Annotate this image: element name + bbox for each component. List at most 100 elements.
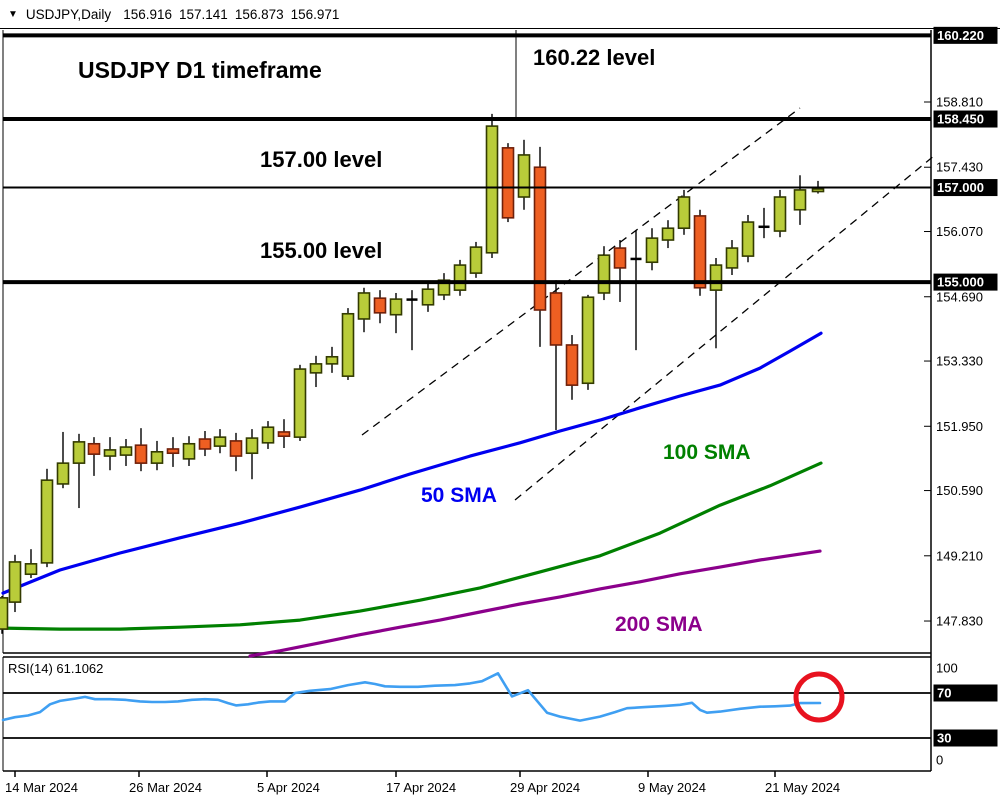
rsi-scale-label: 100: [936, 661, 958, 676]
candle-bullish: [341, 312, 355, 377]
candle-bullish: [469, 246, 483, 274]
candle-bearish: [198, 438, 212, 450]
date-tick-label: 29 Apr 2024: [510, 780, 580, 795]
candle-bullish: [389, 298, 403, 316]
chevron-down-icon[interactable]: ▼: [8, 8, 18, 20]
price-level-badge: [933, 26, 998, 44]
candle-bullish: [325, 355, 339, 365]
price-level-badge-label: 158.450: [937, 112, 984, 127]
rsi-level-badge-label: 70: [937, 686, 951, 701]
candle-bearish: [166, 448, 180, 455]
candle-doji: [406, 298, 418, 301]
annotation-sma50-label: 50 SMA: [421, 484, 497, 507]
sma-50-line: [1, 331, 823, 595]
candle-bullish: [261, 426, 275, 444]
candle-bullish: [709, 264, 723, 291]
dashed-trendline: [514, 154, 936, 501]
candle-bullish: [213, 436, 227, 447]
date-tick-label: 21 May 2024: [765, 780, 840, 795]
rsi-scale-label: 0: [936, 753, 943, 768]
candle-bullish: [725, 247, 739, 269]
candle-bearish: [87, 442, 101, 455]
date-tick-label: 5 Apr 2024: [257, 780, 320, 795]
candle-bullish: [150, 450, 164, 464]
candle-bullish: [119, 446, 133, 456]
candle-bullish: [661, 227, 675, 241]
candle-bullish: [245, 437, 259, 455]
candle-bearish: [277, 431, 291, 437]
price-level-badge-label: 160.220: [937, 28, 984, 43]
candle-bearish: [229, 440, 243, 457]
sma-200-line: [248, 549, 822, 658]
candle-bullish: [453, 264, 467, 291]
candle-bullish: [0, 597, 9, 630]
candle-bullish: [293, 368, 307, 438]
annotation-level-155: 155.00 level: [260, 238, 383, 263]
candle-bullish: [793, 189, 807, 211]
date-tick-label: 14 Mar 2024: [5, 780, 78, 795]
candle-doji: [758, 225, 770, 229]
candle-bullish: [40, 479, 54, 564]
price-tick-label: 154.690: [936, 289, 983, 304]
candle-bullish: [56, 462, 70, 485]
annotation-timeframe: USDJPY D1 timeframe: [78, 57, 322, 83]
rsi-line: [1, 671, 822, 722]
candle-bullish: [24, 563, 38, 576]
candle-bullish: [741, 221, 755, 257]
candle-bearish: [533, 166, 547, 311]
candle-bearish: [501, 147, 515, 219]
candle-bullish: [677, 196, 691, 230]
annotation-level-157: 157.00 level: [260, 147, 383, 172]
quote-high: 157.141: [179, 6, 228, 22]
quote-close: 156.971: [290, 6, 340, 22]
price-tick-label: 156.070: [936, 224, 983, 239]
price-level-badge: [933, 273, 998, 291]
candle-bullish: [421, 288, 435, 306]
price-tick-label: 157.430: [936, 160, 983, 175]
price-tick-label: 153.330: [936, 354, 983, 369]
price-level-badge-label: 157.000: [937, 180, 984, 195]
quote-bar: ▼ USDJPY,Daily 156.916 157.141 156.873 1…: [0, 0, 1000, 29]
candle-bullish: [773, 196, 787, 232]
annotation-sma200-label: 200 SMA: [615, 613, 703, 636]
price-tick-label: 149.210: [936, 548, 983, 563]
highlight-circle: [793, 671, 845, 723]
candle-bullish: [357, 292, 371, 320]
sma-100-line: [1, 461, 823, 631]
candle-bullish: [597, 254, 611, 294]
rsi-level-badge: [933, 684, 998, 702]
candle-bullish: [517, 154, 531, 198]
symbol-period-label: USDJPY,Daily: [25, 6, 112, 22]
candle-bullish: [182, 442, 196, 460]
candle-bearish: [565, 344, 579, 386]
price-level-badge: [933, 179, 998, 197]
candle-bearish: [613, 247, 627, 269]
candle-bearish: [693, 215, 707, 289]
candle-bullish: [645, 237, 659, 264]
price-tick-label: 150.590: [936, 483, 983, 498]
candle-bullish: [581, 296, 595, 385]
date-tick-label: 9 May 2024: [638, 780, 706, 795]
candle-bullish: [103, 449, 117, 457]
candle-bullish: [485, 125, 499, 254]
rsi-level-badge: [933, 729, 998, 747]
quote-open: 156.916: [123, 6, 172, 22]
rsi-indicator-label: RSI(14) 61.1062: [8, 661, 104, 676]
annotation-level-160: 160.22 level: [533, 45, 656, 70]
candle-bullish: [309, 363, 323, 374]
date-tick-label: 17 Apr 2024: [386, 780, 456, 795]
candle-bullish: [8, 561, 22, 603]
price-level-badge-label: 155.000: [937, 275, 984, 290]
candle-doji: [630, 257, 642, 261]
price-tick-label: 151.950: [936, 419, 983, 434]
quote-low: 156.873: [234, 6, 284, 22]
price-tick-label: 147.830: [936, 614, 983, 629]
candle-bullish: [72, 441, 86, 464]
price-level-badge: [933, 110, 998, 128]
annotation-sma100-label: 100 SMA: [663, 441, 751, 464]
candle-bearish: [373, 297, 387, 314]
candle-bullish: [811, 188, 825, 193]
dashed-trendline: [361, 107, 801, 436]
